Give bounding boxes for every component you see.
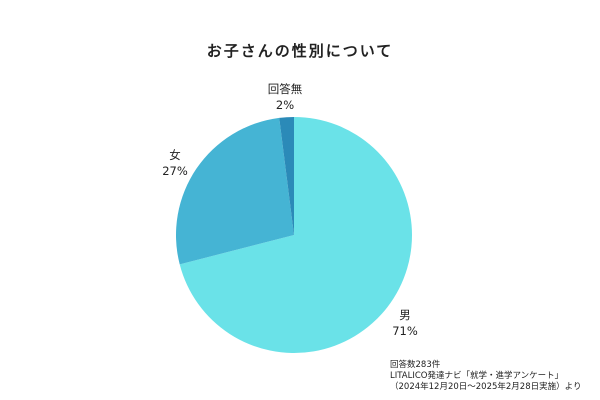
slice-label-value: 71%	[392, 324, 418, 338]
slice-label-value: 2%	[275, 98, 295, 112]
slice-label-value: 27%	[162, 164, 188, 178]
pie-slice-male	[179, 117, 412, 353]
pie-slice-no-answer	[279, 117, 294, 235]
slice-label-name: 男	[399, 308, 411, 322]
footnote-count: 回答数283件	[390, 360, 441, 370]
slice-label-no-answer: 回答無 2%	[245, 81, 325, 113]
slice-label-male: 男 71%	[360, 307, 450, 339]
pie-slice-female	[176, 117, 294, 265]
footnote: 回答数283件 LITALICO発達ナビ「就学・進学アンケート」 （2024年1…	[390, 360, 581, 393]
slice-label-name: 回答無	[267, 82, 303, 96]
chart-title: お子さんの性別について	[206, 42, 394, 60]
slice-label-female: 女 27%	[135, 147, 215, 179]
footnote-period: （2024年12月20日～2025年2月28日実施）より	[390, 382, 582, 392]
footnote-source: LITALICO発達ナビ「就学・進学アンケート」	[390, 371, 564, 381]
slice-label-name: 女	[169, 148, 181, 162]
